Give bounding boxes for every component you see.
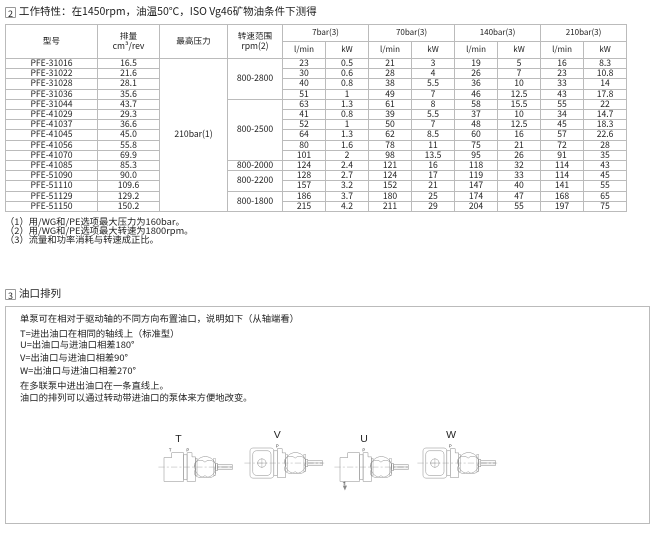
svg-text:P: P <box>186 447 189 452</box>
svg-text:P: P <box>449 443 452 448</box>
svg-text:P: P <box>362 447 365 452</box>
svg-text:W: W <box>446 429 456 441</box>
svg-text:T: T <box>169 447 172 452</box>
svg-text:V: V <box>274 429 281 441</box>
svg-text:U: U <box>360 433 368 445</box>
svg-text:P: P <box>276 443 279 448</box>
svg-text:T: T <box>343 481 346 486</box>
svg-text:T: T <box>175 433 182 445</box>
